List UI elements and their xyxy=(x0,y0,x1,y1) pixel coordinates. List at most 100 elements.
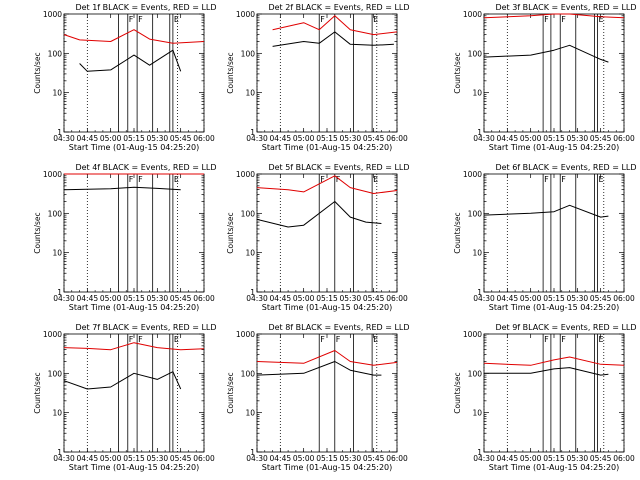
x-tick-label: 04:45 xyxy=(77,454,99,463)
x-tick-label: 05:15 xyxy=(543,454,565,463)
lld-rate-line xyxy=(483,13,625,19)
x-tick-label: 05:30 xyxy=(147,134,169,143)
x-tick-label: 05:30 xyxy=(567,294,589,303)
panel-title: Det 1f BLACK = Events, RED = LLD xyxy=(75,3,216,12)
x-tick-label: 05:15 xyxy=(543,134,565,143)
x-tick-label: 04:30 xyxy=(473,294,495,303)
event-marker-label: F xyxy=(138,335,143,344)
x-tick-label: 06:00 xyxy=(193,294,215,303)
x-tick-label: 05:15 xyxy=(123,454,145,463)
x-tick-label: 05:00 xyxy=(293,294,315,303)
detector-panel: Det 9f BLACK = Events, RED = LLD F F E 1 10 10… xyxy=(453,323,637,472)
x-tick-label: 04:45 xyxy=(77,294,99,303)
x-axis-label: Start Time (01-Aug-15 04:25:20) xyxy=(489,463,620,472)
plot-frame xyxy=(256,333,398,453)
y-tick-label: 100 xyxy=(241,369,256,378)
events-rate-line xyxy=(79,49,182,72)
detector-panel: Det 3f BLACK = Events, RED = LLD F F E 1 10 10… xyxy=(453,3,637,152)
x-tick-label: 05:45 xyxy=(170,454,192,463)
y-tick-label: 10 xyxy=(245,249,255,258)
panel-title: Det 9f BLACK = Events, RED = LLD xyxy=(495,323,636,332)
event-marker-label: E xyxy=(373,15,378,24)
x-tick-label: 05:00 xyxy=(293,134,315,143)
x-tick-label: 04:30 xyxy=(246,294,268,303)
lld-rate-line xyxy=(63,29,205,44)
x-tick-label: 05:00 xyxy=(520,454,542,463)
x-tick-label: 05:15 xyxy=(123,134,145,143)
y-axis-label: Counts/sec xyxy=(226,52,235,93)
y-axis-label: Counts/sec xyxy=(453,212,462,253)
x-tick-label: 05:45 xyxy=(590,134,612,143)
lld-rate-line xyxy=(272,15,398,36)
y-tick-label: 1000 xyxy=(463,10,482,19)
x-tick-label: 05:00 xyxy=(100,454,122,463)
events-rate-line xyxy=(484,367,609,376)
y-tick-label: 10 xyxy=(52,409,62,418)
event-marker-label: F xyxy=(561,335,566,344)
y-tick-label: 100 xyxy=(48,209,63,218)
event-marker-label: E xyxy=(599,15,604,24)
x-tick-label: 04:30 xyxy=(473,134,495,143)
x-tick-label: 06:00 xyxy=(386,454,408,463)
x-tick-label: 04:45 xyxy=(497,134,519,143)
y-axis-label: Counts/sec xyxy=(226,212,235,253)
y-tick-label: 10 xyxy=(472,409,482,418)
x-tick-label: 04:45 xyxy=(270,454,292,463)
plot-frame xyxy=(483,333,625,453)
event-marker-label: E xyxy=(174,175,179,184)
y-tick-label: 100 xyxy=(468,209,483,218)
x-tick-label: 04:30 xyxy=(53,454,75,463)
x-tick-label: 04:30 xyxy=(473,454,495,463)
x-tick-label: 05:15 xyxy=(123,294,145,303)
x-tick-label: 04:45 xyxy=(270,134,292,143)
y-tick-label: 1 xyxy=(477,448,482,457)
y-axis-label: Counts/sec xyxy=(226,372,235,413)
panel-title: Det 7f BLACK = Events, RED = LLD xyxy=(75,323,216,332)
y-tick-label: 10 xyxy=(472,89,482,98)
x-tick-label: 05:45 xyxy=(363,454,385,463)
lld-rate-line xyxy=(63,342,205,351)
y-tick-label: 10 xyxy=(245,409,255,418)
x-tick-label: 04:30 xyxy=(246,134,268,143)
x-tick-label: 05:15 xyxy=(543,294,565,303)
events-rate-line xyxy=(63,186,181,191)
y-tick-label: 100 xyxy=(241,209,256,218)
event-marker-label: F xyxy=(544,335,549,344)
plot-frame xyxy=(483,13,625,133)
detector-panel: Det 2f BLACK = Events, RED = LLD F E 1 10 100… xyxy=(226,3,410,152)
event-marker-label: F xyxy=(544,175,549,184)
events-rate-line xyxy=(272,31,394,47)
x-tick-label: 06:00 xyxy=(193,454,215,463)
y-tick-label: 10 xyxy=(472,249,482,258)
x-axis-label: Start Time (01-Aug-15 04:25:20) xyxy=(69,463,200,472)
event-marker-label: E xyxy=(373,335,378,344)
x-tick-label: 05:30 xyxy=(147,294,169,303)
x-tick-label: 06:00 xyxy=(386,294,408,303)
x-axis-label: Start Time (01-Aug-15 04:25:20) xyxy=(262,303,393,312)
detector-panel: Det 6f BLACK = Events, RED = LLD F F E 1 10 10… xyxy=(453,163,637,312)
x-tick-label: 05:45 xyxy=(363,294,385,303)
event-marker-label: E xyxy=(599,335,604,344)
y-axis-label: Counts/sec xyxy=(33,52,42,93)
panel-title: Det 8f BLACK = Events, RED = LLD xyxy=(268,323,409,332)
panel-title: Det 4f BLACK = Events, RED = LLD xyxy=(75,163,216,172)
y-tick-label: 1 xyxy=(250,448,255,457)
event-marker-label: F xyxy=(320,335,325,344)
y-tick-label: 1000 xyxy=(236,10,255,19)
x-tick-label: 05:45 xyxy=(170,294,192,303)
x-tick-label: 04:45 xyxy=(77,134,99,143)
x-tick-label: 06:00 xyxy=(386,134,408,143)
event-marker-label: E xyxy=(599,175,604,184)
panel-title: Det 2f BLACK = Events, RED = LLD xyxy=(268,3,409,12)
y-tick-label: 1 xyxy=(250,128,255,137)
plot-frame xyxy=(256,173,398,293)
lld-rate-line xyxy=(256,350,398,366)
y-tick-label: 100 xyxy=(48,49,63,58)
event-marker-label: E xyxy=(373,175,378,184)
y-tick-label: 10 xyxy=(245,89,255,98)
x-tick-label: 04:30 xyxy=(53,134,75,143)
event-marker-label: F xyxy=(336,335,341,344)
x-tick-label: 05:15 xyxy=(316,454,338,463)
x-axis-label: Start Time (01-Aug-15 04:25:20) xyxy=(262,463,393,472)
